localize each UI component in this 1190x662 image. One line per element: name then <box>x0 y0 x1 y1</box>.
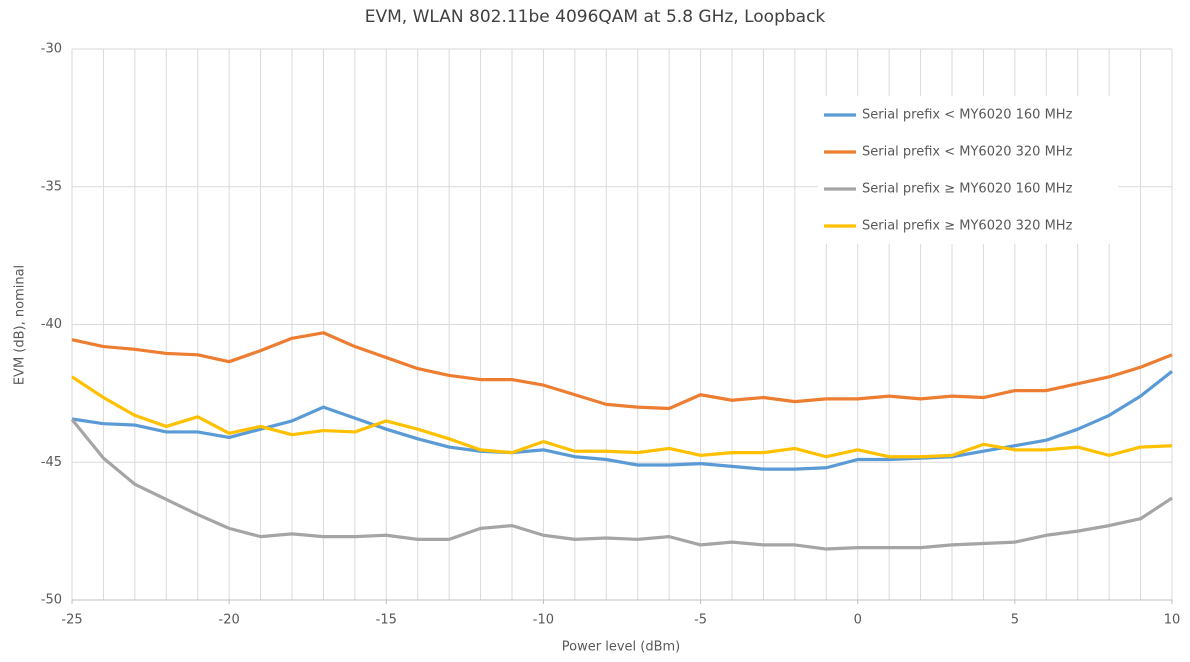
x-axis-label: Power level (dBm) <box>562 640 680 655</box>
line-series <box>71 331 1173 411</box>
chart-title: EVM, WLAN 802.11be 4096QAM at 5.8 GHz, L… <box>365 7 826 27</box>
y-axis-label: EVM (dB), nominal <box>13 265 28 385</box>
y-tick-label: -35 <box>41 179 62 194</box>
y-tick-label: -50 <box>41 593 62 608</box>
x-tick-label: -20 <box>219 613 240 628</box>
x-tick-label: 10 <box>1164 613 1181 628</box>
x-tick-label: -5 <box>694 613 707 628</box>
x-tick-label: -10 <box>533 613 554 628</box>
line-series <box>71 370 1173 471</box>
legend-box <box>818 96 1118 244</box>
y-tick-label: -45 <box>41 455 62 470</box>
line-series <box>71 375 1173 459</box>
x-tick-label: 5 <box>1011 613 1019 628</box>
legend-label: Serial prefix < MY6020 320 MHz <box>862 145 1073 160</box>
legend-label: Serial prefix ≥ MY6020 320 MHz <box>862 219 1073 234</box>
x-tick-label: -15 <box>376 613 397 628</box>
y-tick-label: -40 <box>41 317 62 332</box>
x-tick-label: 0 <box>854 613 862 628</box>
x-tick-label: -25 <box>61 613 82 628</box>
y-tick-label: -30 <box>41 42 62 57</box>
legend-label: Serial prefix < MY6020 160 MHz <box>862 108 1073 123</box>
legend-label: Serial prefix ≥ MY6020 160 MHz <box>862 182 1073 197</box>
line-series <box>70 418 1173 551</box>
